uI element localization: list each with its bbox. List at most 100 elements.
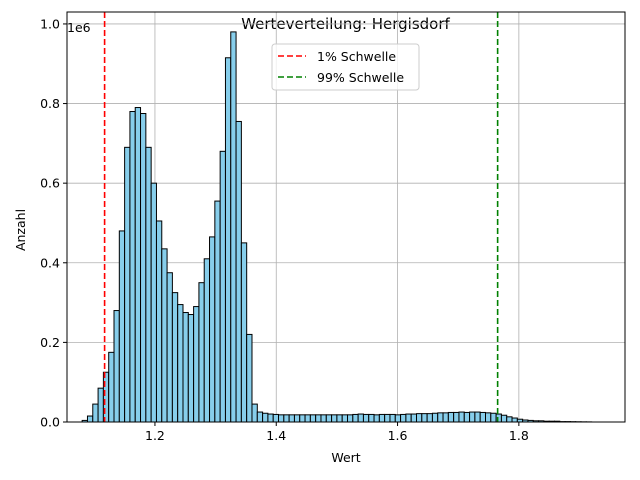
- histogram-bar: [177, 304, 184, 423]
- histogram-bar: [293, 414, 301, 423]
- histogram-bar: [214, 200, 221, 423]
- histogram-bar: [134, 107, 142, 423]
- histogram-bar: [102, 371, 110, 423]
- threshold-lines: [103, 12, 499, 422]
- histogram-bar: [511, 417, 518, 423]
- x-tick-label: 1.2: [145, 428, 165, 443]
- histogram-bar: [150, 182, 157, 423]
- histogram-bar: [331, 414, 338, 423]
- histogram-bar: [256, 411, 264, 423]
- histogram-bar: [320, 414, 327, 423]
- y-tick-label: 1.0: [40, 16, 60, 31]
- histogram-bar: [474, 411, 481, 423]
- histogram-bar: [198, 282, 205, 423]
- histogram-bar: [92, 403, 99, 423]
- histogram-bar: [347, 414, 354, 423]
- histogram-bar: [437, 412, 444, 423]
- histogram-bar: [479, 411, 486, 423]
- histogram-bar: [97, 387, 104, 423]
- histogram-bar: [431, 412, 439, 423]
- histogram-bar: [171, 292, 179, 423]
- histogram-bar: [378, 413, 386, 423]
- histogram-bar: [373, 414, 380, 423]
- histogram-bar: [187, 314, 195, 423]
- histogram-bar: [161, 248, 168, 423]
- histogram-bar: [352, 413, 359, 423]
- histogram-bar: [421, 413, 428, 423]
- y-tick-label: 0.4: [40, 255, 60, 270]
- histogram-bar: [278, 414, 285, 423]
- histogram-bar: [283, 414, 290, 423]
- histogram-bar: [453, 411, 460, 423]
- histogram-bar: [458, 411, 465, 423]
- x-axis-label: Wert: [331, 450, 360, 465]
- histogram-bar: [485, 412, 492, 423]
- histogram-bar: [193, 306, 200, 423]
- legend: 1% Schwelle 99% Schwelle: [271, 43, 420, 91]
- histogram-bar: [299, 414, 306, 423]
- histogram-bar: [108, 351, 115, 423]
- histogram-bar: [145, 146, 152, 423]
- histogram-bar: [129, 111, 136, 423]
- x-tick-label: 1.4: [266, 428, 286, 443]
- histogram-bar: [405, 413, 412, 423]
- histogram-bar: [357, 413, 364, 423]
- histogram-bar: [113, 310, 120, 423]
- y-axis-label: Anzahl: [13, 209, 28, 251]
- histogram-bar: [209, 236, 216, 423]
- histogram-bar: [182, 312, 189, 423]
- histogram-bar: [309, 414, 317, 423]
- histogram-bar: [416, 413, 423, 423]
- histogram-bar: [368, 413, 375, 423]
- histogram-bar: [240, 242, 248, 423]
- x-axis-ticks: 1.2 1.4 1.6 1.8: [145, 422, 529, 443]
- histogram-bar: [384, 413, 391, 423]
- histogram-bars: [81, 31, 593, 423]
- histogram-bar: [304, 414, 311, 423]
- histogram-bar: [410, 413, 418, 423]
- histogram-bar: [394, 414, 402, 423]
- histogram-bar: [272, 413, 280, 423]
- histogram-bar: [251, 403, 258, 423]
- histogram-bar: [442, 412, 449, 423]
- histogram-bar: [490, 412, 497, 423]
- histogram-bar: [155, 220, 163, 423]
- histogram-bar: [400, 413, 407, 423]
- histogram-bar: [166, 272, 173, 423]
- histogram-bar: [262, 412, 269, 423]
- histogram-bar: [140, 113, 147, 423]
- histogram-bar: [203, 258, 211, 423]
- histogram-bar: [288, 414, 295, 423]
- histogram-bar: [224, 57, 232, 423]
- y-multiplier-label: 1e6: [67, 20, 91, 35]
- y-tick-label: 0.8: [40, 96, 60, 111]
- histogram-bar: [315, 414, 322, 423]
- histogram-bar: [124, 146, 131, 423]
- histogram-bar: [325, 414, 333, 423]
- histogram-bar: [426, 413, 433, 423]
- histogram-bar: [362, 413, 370, 423]
- histogram-bar: [447, 411, 455, 423]
- histogram-bar: [86, 415, 94, 423]
- histogram-bar: [267, 413, 274, 423]
- histogram-bar: [341, 414, 349, 423]
- y-tick-label: 0.0: [40, 415, 60, 430]
- plot-frame: [66, 11, 626, 423]
- legend-label-1pct: 1% Schwelle: [317, 49, 396, 64]
- histogram-bar: [246, 333, 253, 423]
- legend-box: [271, 43, 420, 91]
- histogram-bar: [336, 414, 343, 423]
- x-tick-label: 1.8: [509, 428, 529, 443]
- y-tick-label: 0.2: [40, 335, 60, 350]
- histogram-bar: [506, 416, 513, 423]
- histogram-bar: [230, 31, 237, 423]
- x-tick-label: 1.6: [388, 428, 408, 443]
- histogram-bar: [469, 411, 476, 423]
- y-axis-ticks: 0.0 0.2 0.4 0.6 0.8 1.0: [40, 16, 67, 430]
- histogram-bar: [118, 230, 126, 423]
- histogram-bar: [235, 120, 242, 423]
- y-tick-label: 0.6: [40, 176, 60, 191]
- histogram-bar: [389, 413, 396, 423]
- legend-label-99pct: 99% Schwelle: [317, 70, 404, 85]
